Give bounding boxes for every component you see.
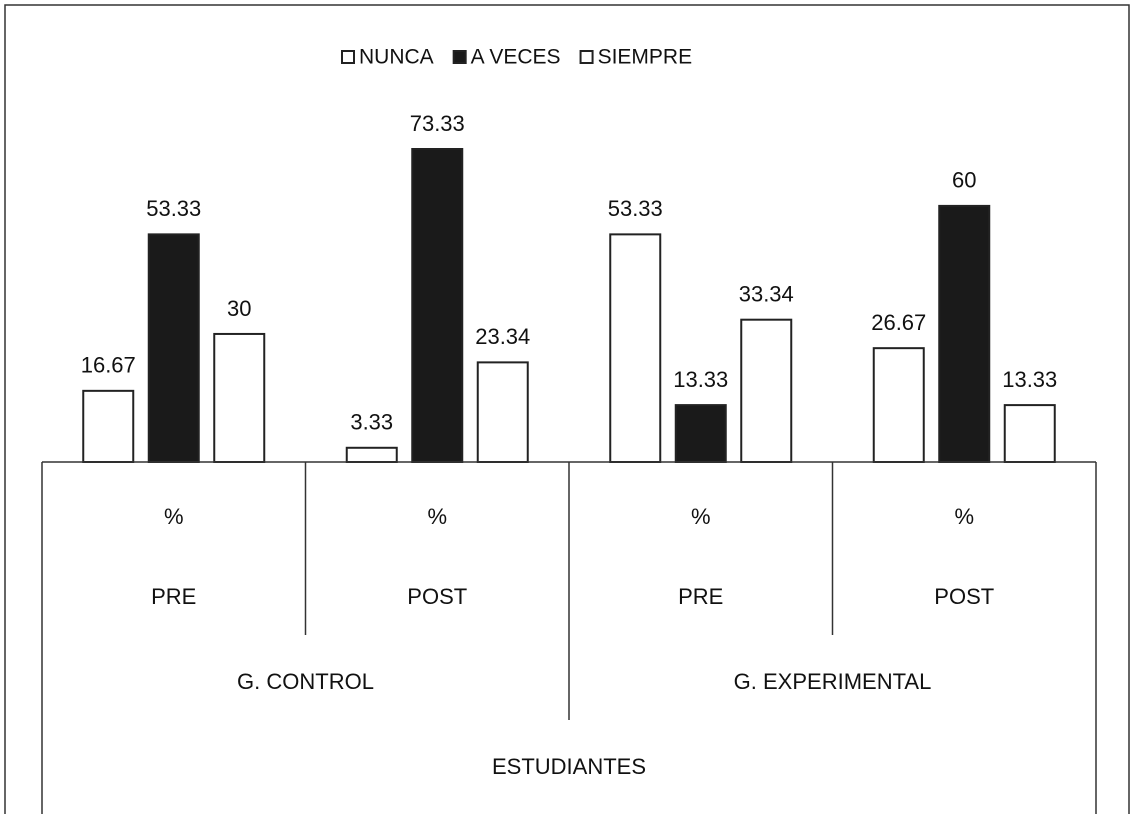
bar — [213, 332, 266, 463]
bar — [872, 347, 925, 463]
data-label: 3.33 — [350, 410, 393, 435]
data-label: 30 — [227, 296, 251, 321]
chart-frame — [4, 4, 1130, 814]
bar — [740, 318, 793, 463]
category-group-label: PRE — [678, 584, 723, 609]
data-label: 53.33 — [608, 196, 663, 221]
data-label: 13.33 — [1002, 367, 1057, 392]
bar — [938, 204, 991, 463]
x-tick-label: % — [691, 504, 711, 529]
category-group-label: ESTUDIANTES — [492, 754, 646, 779]
legend-swatch — [452, 50, 467, 64]
x-tick-label: % — [427, 504, 447, 529]
category-group-label: POST — [407, 584, 467, 609]
bar — [609, 233, 662, 463]
x-tick-label: % — [164, 504, 184, 529]
category-group-label: POST — [934, 584, 994, 609]
category-group-label: G. CONTROL — [237, 669, 374, 694]
data-label: 33.34 — [739, 282, 794, 307]
legend-label: SIEMPRE — [598, 46, 693, 69]
bar — [411, 148, 464, 463]
data-label: 53.33 — [146, 196, 201, 221]
legend-label: NUNCA — [359, 46, 434, 69]
legend-label: A VECES — [471, 46, 561, 69]
data-label: 73.33 — [410, 111, 465, 136]
category-group-label: PRE — [151, 584, 196, 609]
category-group-label: G. EXPERIMENTAL — [734, 669, 932, 694]
bar — [345, 446, 398, 464]
bar — [82, 389, 135, 463]
bar — [674, 404, 727, 463]
legend-swatch — [341, 50, 355, 64]
bar — [1003, 404, 1056, 463]
data-label: 60 — [952, 168, 976, 193]
bar — [476, 361, 529, 463]
data-label: 16.67 — [81, 353, 136, 378]
legend-swatch — [579, 50, 594, 64]
data-label: 26.67 — [871, 310, 926, 335]
x-tick-label: % — [954, 504, 974, 529]
bar — [147, 233, 200, 463]
data-label: 23.34 — [475, 324, 530, 349]
data-label: 13.33 — [673, 367, 728, 392]
